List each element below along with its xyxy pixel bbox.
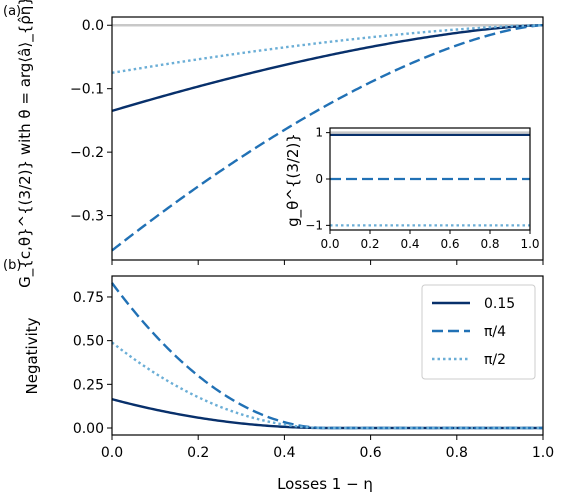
y-tick-label-b-2: 0.50 — [73, 334, 104, 350]
x-tick-label-b-4: 0.8 — [446, 445, 468, 461]
x-tick-label-b-2: 0.4 — [273, 445, 295, 461]
x-tick-label-b-0: 0.0 — [101, 445, 123, 461]
y-axis-label-a: G_{c,θ}^{(3/2)} with θ = arg⟨â⟩_{ρ̂η} — [16, 0, 35, 288]
x-tick-label-inset-1: 0.2 — [360, 237, 379, 251]
series-line-a-1 — [111, 24, 544, 252]
panel-a: 0.0 −0.1 −0.2 −0.3 — [70, 16, 544, 265]
y-tick-label-b-0: 0.00 — [73, 421, 104, 437]
y-tick-label-a-0: 0.0 — [82, 18, 104, 34]
y-axis-label-inset: g_θ^{(3/2)} — [284, 133, 303, 227]
axes-frame-a — [111, 16, 544, 261]
y-tick-label-inset-2: −1 — [305, 218, 323, 232]
x-tick-label-b-5: 1.0 — [532, 445, 554, 461]
x-tick-label-inset-3: 0.6 — [440, 237, 459, 251]
axes-frame-b — [111, 275, 544, 436]
series-line-b-2 — [111, 341, 543, 430]
series-line-a-2 — [111, 24, 544, 75]
y-tick-label-a-2: −0.2 — [70, 145, 104, 161]
x-axis-label: Losses 1 − η — [277, 475, 373, 493]
x-tick-label-inset-5: 1.0 — [520, 237, 539, 251]
panel-inset: 0.0 0.2 0.4 0.6 0.8 1.0 1 0 −1 — [305, 126, 539, 251]
y-tick-label-a-3: −0.3 — [70, 209, 104, 225]
y-axis-label-b: Negativity — [23, 317, 41, 394]
legend-label-2: π/2 — [484, 352, 506, 368]
x-tick-label-inset-4: 0.8 — [480, 237, 499, 251]
y-tick-label-b-3: 0.75 — [73, 290, 104, 306]
y-tick-label-inset-0: 1 — [315, 126, 323, 140]
y-tick-label-a-1: −0.1 — [70, 82, 104, 98]
y-tick-label-inset-1: 0 — [315, 172, 323, 186]
panel-b: 0.0 0.2 0.4 0.6 0.8 1.0 0.00 0.25 0.50 0.75 0.15 π/… — [73, 275, 554, 461]
x-tick-label-b-1: 0.2 — [187, 445, 209, 461]
panel-label-b: (b) — [3, 258, 21, 273]
series-line-a-0 — [111, 24, 544, 113]
panel-label-a: (a) — [3, 4, 21, 19]
y-tick-label-b-1: 0.25 — [73, 377, 104, 393]
legend-label-1: π/4 — [484, 324, 506, 340]
x-tick-label-inset-2: 0.4 — [400, 237, 419, 251]
x-tick-label-b-3: 0.6 — [359, 445, 381, 461]
legend-box — [421, 284, 536, 380]
x-tick-label-inset-0: 0.0 — [320, 237, 339, 251]
series-line-b-0 — [111, 398, 543, 430]
legend-label-0: 0.15 — [484, 296, 515, 312]
